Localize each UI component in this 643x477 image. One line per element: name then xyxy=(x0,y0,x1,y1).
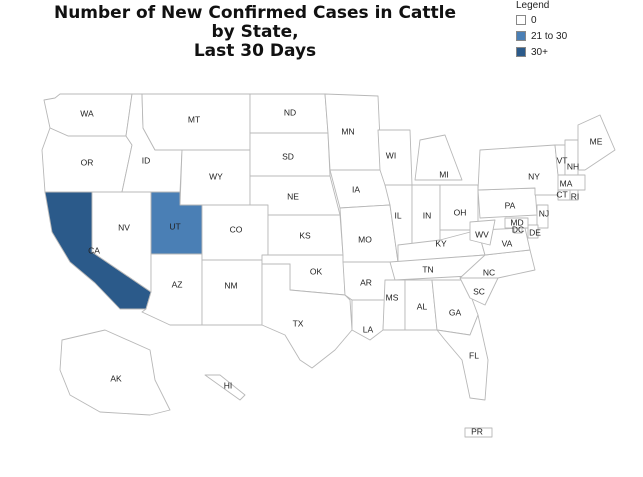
legend-swatch-2 xyxy=(516,47,526,57)
state-label-ne: NE xyxy=(287,191,299,201)
state-ri xyxy=(569,189,579,201)
state-md xyxy=(504,217,529,229)
legend-item: 21 to 30 xyxy=(516,28,636,44)
state-label-ia: IA xyxy=(352,184,360,194)
state-ms xyxy=(382,279,406,331)
state-pr xyxy=(464,427,493,438)
state-label-nc: NC xyxy=(483,267,495,277)
state-label-mo: MO xyxy=(358,234,372,244)
state-label-pr: PR xyxy=(471,426,483,436)
state-label-mt: MT xyxy=(188,114,200,124)
legend: Legend 0 21 to 30 30+ xyxy=(516,0,636,60)
state-label-ks: KS xyxy=(299,230,311,240)
state-label-md: MD xyxy=(510,217,523,227)
state-label-ar: AR xyxy=(360,277,372,287)
state-az xyxy=(141,253,203,326)
state-nm xyxy=(201,259,263,326)
legend-item: 0 xyxy=(516,12,636,28)
state-label-wv: WV xyxy=(475,229,489,239)
state-label-dc: DC xyxy=(512,224,524,234)
state-label-or: OR xyxy=(81,157,94,167)
state-label-de: DE xyxy=(529,227,541,237)
state-label-nd: ND xyxy=(284,107,296,117)
legend-label: 21 to 30 xyxy=(531,30,568,42)
state-hi xyxy=(204,374,246,401)
legend-label: 0 xyxy=(531,14,537,26)
map-title-line1: Number of New Confirmed Cases in Cattle … xyxy=(53,3,457,42)
state-label-hi: HI xyxy=(224,380,233,390)
legend-title: Legend xyxy=(516,0,550,11)
state-ny xyxy=(477,144,561,196)
state-label-il: IL xyxy=(394,210,401,220)
state-label-ga: GA xyxy=(449,307,462,317)
state-nj xyxy=(536,204,549,229)
state-label-co: CO xyxy=(230,224,243,234)
state-label-wy: WY xyxy=(209,171,223,181)
legend-item: 30+ xyxy=(516,44,636,60)
state-label-id: ID xyxy=(142,155,151,165)
state-mi xyxy=(414,134,463,181)
state-label-wi: WI xyxy=(386,150,396,160)
state-la xyxy=(351,299,386,341)
state-label-az: AZ xyxy=(172,279,183,289)
state-label-ky: KY xyxy=(435,238,447,248)
state-label-al: AL xyxy=(417,301,428,311)
state-label-pa: PA xyxy=(505,200,516,210)
state-label-in: IN xyxy=(423,210,432,220)
state-label-nm: NM xyxy=(224,280,237,290)
state-label-ok: OK xyxy=(310,266,323,276)
state-label-mn: MN xyxy=(341,126,354,136)
state-tx xyxy=(261,263,353,369)
legend-label: 30+ xyxy=(531,46,548,58)
state-label-nh: NH xyxy=(567,161,579,171)
state-label-ms: MS xyxy=(386,292,399,302)
state-ma xyxy=(557,174,586,191)
state-label-ny: NY xyxy=(528,171,540,181)
state-label-wa: WA xyxy=(80,108,94,118)
state-label-ma: MA xyxy=(560,178,573,188)
state-fl xyxy=(436,314,489,401)
map-title-line2: Last 30 Days xyxy=(193,41,317,61)
state-label-fl: FL xyxy=(469,350,479,360)
state-label-mi: MI xyxy=(439,169,448,179)
state-label-vt: VT xyxy=(557,155,568,165)
state-label-tx: TX xyxy=(293,318,304,328)
state-label-ak: AK xyxy=(110,373,122,383)
state-label-me: ME xyxy=(590,136,603,146)
state-label-ut: UT xyxy=(169,221,180,231)
state-label-nv: NV xyxy=(118,222,130,232)
state-label-ct: CT xyxy=(556,189,567,199)
state-label-va: VA xyxy=(502,238,513,248)
state-label-sc: SC xyxy=(473,286,485,296)
state-label-nj: NJ xyxy=(539,208,549,218)
legend-swatch-0 xyxy=(516,15,526,25)
map-title: Number of New Confirmed Cases in Cattle … xyxy=(40,4,470,61)
state-label-la: LA xyxy=(363,324,374,334)
state-label-oh: OH xyxy=(454,207,467,217)
state-label-tn: TN xyxy=(422,264,433,274)
state-de xyxy=(527,224,539,239)
state-me xyxy=(577,114,616,171)
state-label-ca: CA xyxy=(88,245,100,255)
state-label-ri: RI xyxy=(571,191,580,201)
state-label-sd: SD xyxy=(282,151,294,161)
legend-swatch-1 xyxy=(516,31,526,41)
state-wv xyxy=(469,219,496,246)
state-dc xyxy=(513,227,523,234)
state-ak xyxy=(59,329,171,416)
